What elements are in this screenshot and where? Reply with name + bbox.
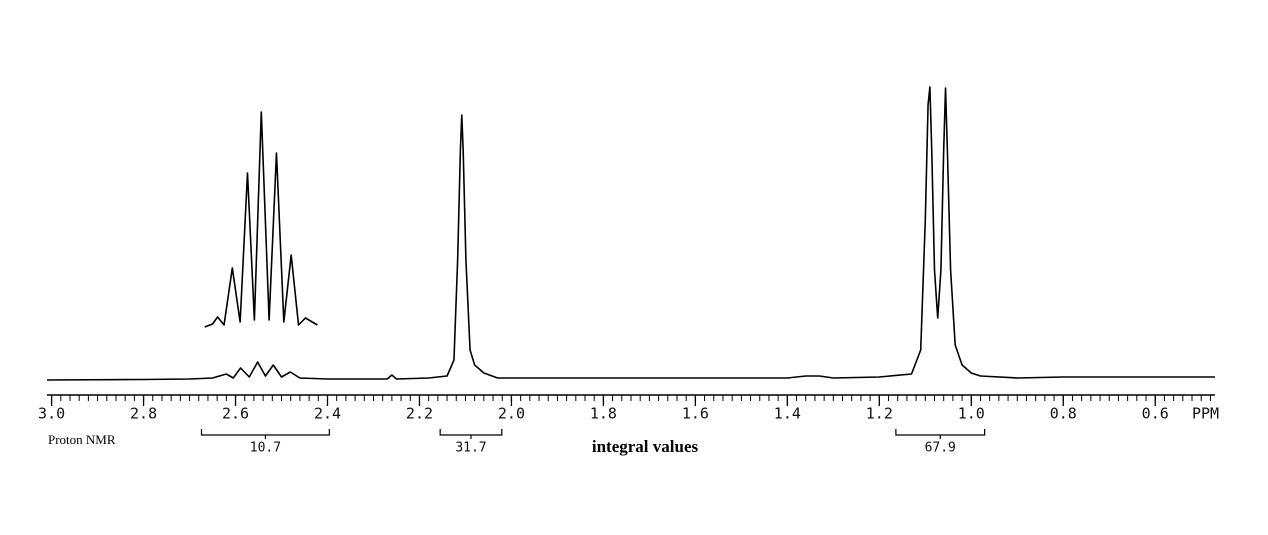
integral-value: 31.7 xyxy=(455,441,486,456)
integral-bracket xyxy=(200,429,330,439)
x-tick-label: 1.0 xyxy=(958,405,985,423)
x-tick-label: 3.0 xyxy=(38,405,65,423)
x-tick-label: 1.6 xyxy=(682,405,709,423)
integral-bracket xyxy=(439,429,503,439)
x-axis-label: PPM xyxy=(1192,405,1219,423)
integral-value: 67.9 xyxy=(925,441,956,456)
x-tick-label: 2.6 xyxy=(222,405,249,423)
x-tick-label: 1.8 xyxy=(590,405,617,423)
x-tick-label: 1.4 xyxy=(774,405,801,423)
spectrum-inset xyxy=(204,111,318,328)
x-tick-label: 1.2 xyxy=(866,405,893,423)
integral-value: 10.7 xyxy=(250,441,281,456)
x-tick-label: 0.6 xyxy=(1142,405,1169,423)
integral-bracket xyxy=(895,429,986,439)
x-tick-label: 2.4 xyxy=(314,405,341,423)
x-tick-label: 0.8 xyxy=(1050,405,1077,423)
x-tick-label: 2.0 xyxy=(498,405,525,423)
x-tick-label: 2.2 xyxy=(406,405,433,423)
x-tick-label: 2.8 xyxy=(130,405,157,423)
caption: Proton NMR xyxy=(48,432,116,447)
integral-title: integral values xyxy=(592,437,699,456)
spectrum xyxy=(46,86,1215,381)
